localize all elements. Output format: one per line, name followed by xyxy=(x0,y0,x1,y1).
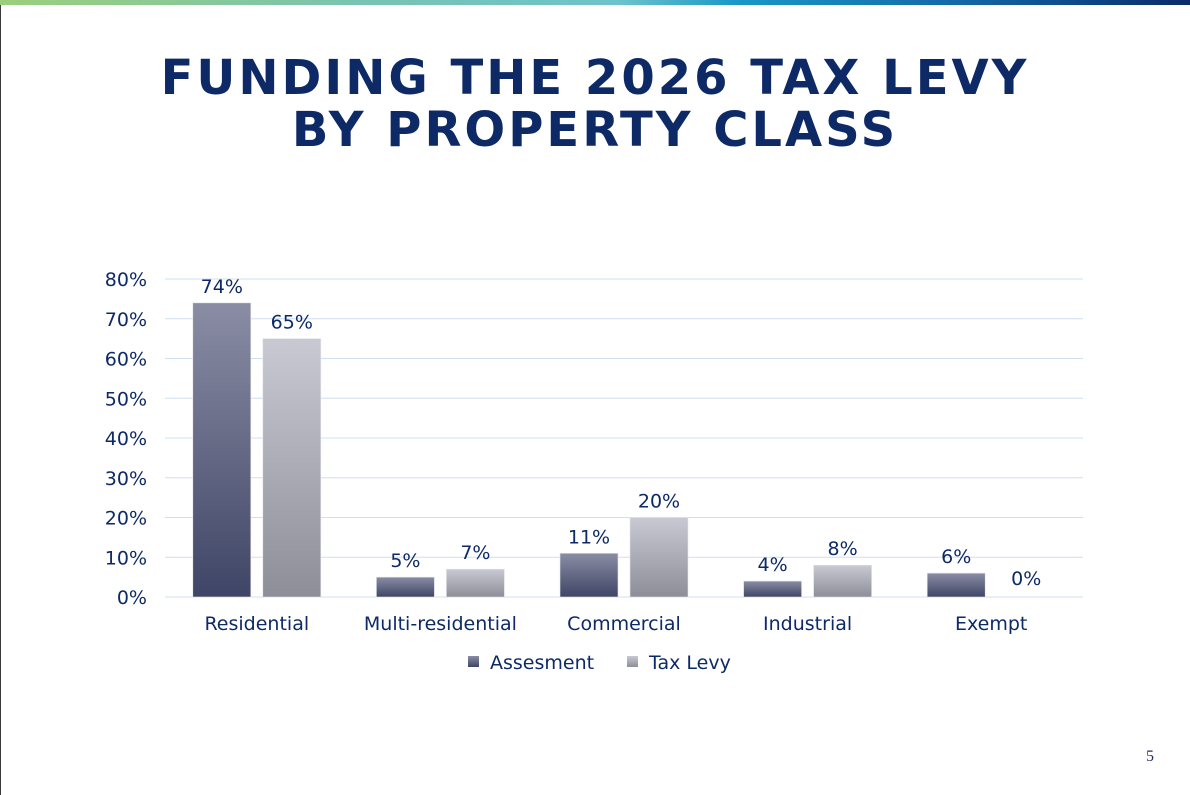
y-tick-label: 40% xyxy=(105,428,147,450)
top-gradient-band xyxy=(0,0,1190,5)
left-border-line xyxy=(0,5,1,795)
data-label: 4% xyxy=(758,554,788,576)
slide-title: FUNDING THE 2026 TAX LEVY BY PROPERTY CL… xyxy=(0,52,1190,156)
data-label: 20% xyxy=(638,491,680,513)
legend-swatch xyxy=(468,656,479,667)
y-tick-label: 50% xyxy=(105,388,147,410)
legend: Assesment Tax Levy xyxy=(468,652,731,674)
title-line-1: FUNDING THE 2026 TAX LEVY xyxy=(160,50,1030,106)
data-label: 8% xyxy=(828,538,858,560)
bar-tax-levy xyxy=(813,564,872,598)
data-label: 0% xyxy=(1011,568,1041,590)
legend-label: Assesment xyxy=(490,652,594,674)
data-label: 5% xyxy=(390,550,420,572)
data-label: 11% xyxy=(568,526,610,548)
y-axis: 0% 10% 20% 30% 40% 50% 60% 70% 80% xyxy=(105,269,147,609)
y-tick-label: 80% xyxy=(105,269,147,291)
bar-tax-levy xyxy=(262,338,322,598)
x-category-label: Industrial xyxy=(763,613,852,635)
x-category-label: Exempt xyxy=(955,613,1027,635)
x-axis: Residential Multi-residential Commercial In… xyxy=(204,613,1027,635)
title-line-2: BY PROPERTY CLASS xyxy=(291,102,899,158)
data-label: 65% xyxy=(271,312,313,334)
data-labels: 74% 65% 5% 7% 11% 20% 4% 8% 6% 0% xyxy=(201,276,1042,590)
y-tick-label: 10% xyxy=(105,547,147,569)
x-category-label: Multi-residential xyxy=(364,613,517,635)
data-label: 74% xyxy=(201,276,243,298)
bar-assessment xyxy=(192,302,252,598)
bars xyxy=(192,302,986,598)
y-tick-label: 70% xyxy=(105,309,147,331)
data-label: 7% xyxy=(460,542,490,564)
bar-tax-levy xyxy=(629,517,689,598)
bar-assessment xyxy=(743,580,802,598)
bar-assessment xyxy=(926,572,986,598)
bar-assessment xyxy=(376,576,435,598)
y-tick-label: 0% xyxy=(117,587,147,609)
bar-tax-levy xyxy=(446,568,505,598)
page-number: 5 xyxy=(1146,748,1154,765)
data-label: 6% xyxy=(941,546,971,568)
x-category-label: Residential xyxy=(204,613,309,635)
legend-label: Tax Levy xyxy=(648,652,731,674)
legend-swatch xyxy=(627,656,638,667)
y-tick-label: 30% xyxy=(105,468,147,490)
x-category-label: Commercial xyxy=(567,613,681,635)
bar-assessment xyxy=(559,552,619,598)
y-tick-label: 20% xyxy=(105,508,147,530)
y-tick-label: 60% xyxy=(105,349,147,371)
